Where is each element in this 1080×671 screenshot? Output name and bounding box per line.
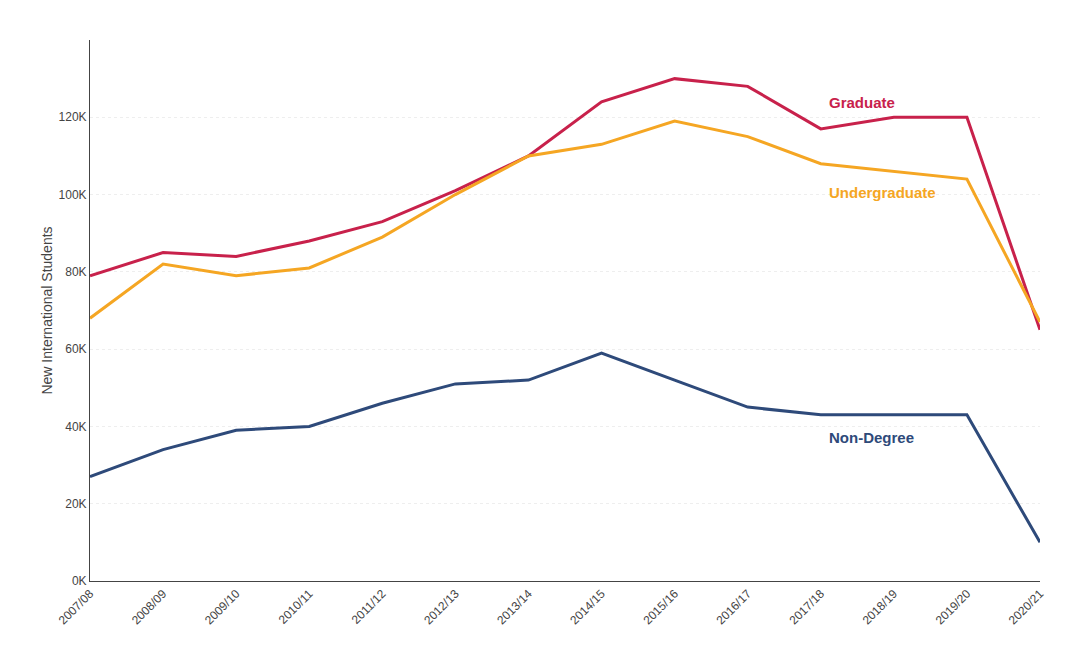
svg-text:2013/14: 2013/14 [494, 587, 535, 628]
svg-text:2020/21: 2020/21 [1006, 587, 1047, 628]
svg-text:Graduate: Graduate [829, 94, 895, 111]
svg-text:40K: 40K [65, 420, 86, 434]
svg-text:2014/15: 2014/15 [567, 587, 608, 628]
svg-text:2019/20: 2019/20 [933, 587, 974, 628]
svg-text:100K: 100K [59, 188, 87, 202]
svg-text:0K: 0K [72, 574, 87, 588]
svg-text:120K: 120K [59, 110, 87, 124]
svg-text:2015/16: 2015/16 [640, 587, 681, 628]
svg-text:2017/18: 2017/18 [787, 587, 828, 628]
svg-text:New International Students: New International Students [39, 226, 55, 394]
svg-text:2011/12: 2011/12 [349, 587, 389, 627]
svg-text:2010/11: 2010/11 [276, 587, 316, 627]
svg-text:60K: 60K [65, 342, 86, 356]
svg-text:Non-Degree: Non-Degree [829, 429, 914, 446]
svg-text:2008/09: 2008/09 [129, 587, 170, 628]
svg-text:Undergraduate: Undergraduate [829, 184, 936, 201]
svg-text:2018/19: 2018/19 [860, 587, 901, 628]
svg-text:20K: 20K [65, 497, 86, 511]
svg-text:2012/13: 2012/13 [421, 587, 462, 628]
svg-text:80K: 80K [65, 265, 86, 279]
svg-text:2007/08: 2007/08 [56, 587, 97, 628]
svg-text:2016/17: 2016/17 [713, 587, 754, 628]
svg-text:2009/10: 2009/10 [202, 587, 243, 628]
